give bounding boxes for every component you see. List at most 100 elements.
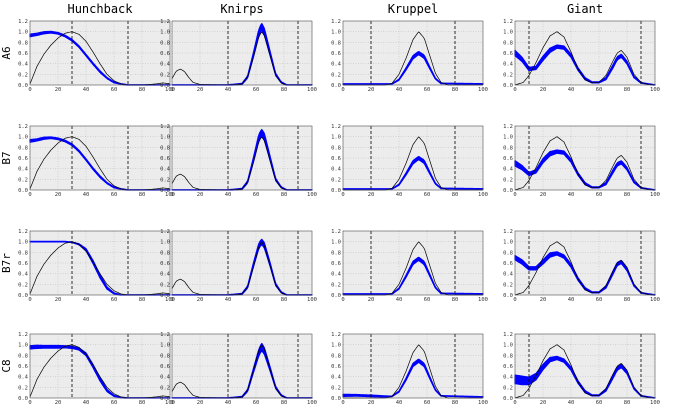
x-tick-label: 0 (28, 87, 31, 93)
y-tick-label: 0.6 (18, 51, 28, 57)
x-tick-label: 0 (341, 192, 344, 198)
y-tick-label: 0.2 (18, 177, 28, 183)
y-tick-label: 0.0 (503, 83, 513, 89)
x-tick-label: 20 (368, 297, 375, 303)
panel-frame (29, 230, 171, 296)
y-tick-label: 1.0 (331, 135, 341, 141)
y-tick-label: 0.2 (18, 282, 28, 288)
y-tick-label: 0.2 (18, 385, 28, 391)
y-tick-label: 0.8 (503, 145, 513, 151)
y-tick-label: 0.2 (503, 282, 513, 288)
panel-frame (171, 125, 313, 191)
x-tick-label: 100 (307, 87, 317, 93)
y-tick-label: 0.2 (331, 72, 341, 78)
x-tick-label: 20 (540, 192, 547, 198)
x-tick-label: 40 (396, 400, 403, 406)
y-tick-label: 0.6 (331, 364, 341, 370)
x-tick-label: 100 (307, 297, 317, 303)
x-tick-label: 80 (624, 192, 631, 198)
y-tick-label: 0.4 (331, 272, 342, 278)
x-tick-label: 60 (424, 192, 431, 198)
y-tick-label: 0.6 (503, 364, 513, 370)
x-tick-label: 20 (540, 87, 547, 93)
x-tick-label: 80 (281, 297, 288, 303)
y-tick-label: 0.4 (18, 272, 29, 278)
x-tick-label: 60 (596, 87, 603, 93)
x-tick-label: 60 (424, 297, 431, 303)
y-tick-label: 1.0 (160, 240, 170, 246)
panel-b7r-giant: 0 20 40 60 80 100 0.0 0.2 0.4 0.6 0.8 1.0 1.2 (503, 229, 660, 303)
y-tick-label: 1.0 (503, 240, 513, 246)
y-tick-label: 0.6 (331, 261, 341, 267)
x-tick-label: 20 (197, 192, 204, 198)
reference-curve (29, 136, 171, 191)
x-tick-label: 100 (165, 192, 175, 198)
y-tick-label: 0.8 (160, 145, 170, 151)
row-label: A6 (0, 46, 13, 59)
x-tick-label: 80 (139, 297, 146, 303)
panel-b7r-kruppel: 0 20 40 60 80 100 0.0 0.2 0.4 0.6 0.8 1.0 1.2 (331, 229, 488, 303)
y-tick-label: 1.2 (160, 332, 170, 338)
x-tick-label: 40 (83, 87, 90, 93)
y-tick-label: 1.0 (18, 240, 28, 246)
x-tick-label: 60 (596, 192, 603, 198)
x-tick-label: 20 (197, 400, 204, 406)
y-tick-label: 1.2 (503, 124, 513, 130)
y-tick-label: 1.0 (503, 343, 513, 349)
panel-b7-kruppel: 0 20 40 60 80 100 0.0 0.2 0.4 0.6 0.8 1.0 1.2 (331, 124, 488, 198)
y-tick-label: 0.0 (331, 396, 341, 402)
y-tick-label: 0.0 (18, 293, 28, 299)
y-tick-label: 0.4 (160, 375, 171, 381)
x-tick-label: 80 (452, 297, 459, 303)
x-tick-label: 100 (650, 192, 660, 198)
x-tick-label: 0 (28, 297, 31, 303)
panel-frame (29, 333, 171, 399)
x-tick-label: 80 (452, 192, 459, 198)
y-tick-label: 0.8 (18, 40, 28, 46)
x-tick-label: 40 (83, 400, 90, 406)
x-tick-label: 80 (624, 297, 631, 303)
x-tick-label: 100 (478, 192, 488, 198)
row-label: B7r (0, 253, 13, 273)
y-tick-label: 1.2 (503, 332, 513, 338)
y-tick-label: 0.6 (160, 156, 170, 162)
y-tick-label: 0.4 (160, 272, 171, 278)
x-tick-label: 20 (368, 192, 375, 198)
x-tick-label: 0 (341, 87, 344, 93)
y-tick-label: 0.4 (503, 167, 514, 173)
panel-frame (342, 230, 484, 296)
x-tick-label: 80 (452, 87, 459, 93)
y-tick-label: 0.0 (503, 188, 513, 194)
reference-curve (29, 31, 171, 86)
y-tick-label: 0.0 (160, 188, 170, 194)
x-tick-label: 60 (111, 192, 118, 198)
x-tick-label: 100 (165, 297, 175, 303)
y-tick-label: 0.6 (331, 51, 341, 57)
y-tick-label: 1.2 (331, 332, 341, 338)
y-tick-label: 0.8 (331, 250, 341, 256)
x-tick-label: 60 (111, 400, 118, 406)
y-tick-label: 1.2 (160, 229, 170, 235)
x-tick-label: 80 (281, 192, 288, 198)
x-tick-label: 0 (513, 192, 516, 198)
x-tick-label: 60 (111, 297, 118, 303)
y-tick-label: 1.2 (18, 332, 28, 338)
y-tick-label: 0.4 (18, 375, 29, 381)
x-tick-label: 20 (368, 400, 375, 406)
x-tick-label: 80 (139, 400, 146, 406)
x-tick-label: 0 (170, 400, 173, 406)
y-tick-label: 0.6 (503, 156, 513, 162)
y-tick-label: 0.6 (18, 261, 28, 267)
column-title: Knirps (220, 2, 263, 16)
x-tick-label: 40 (225, 400, 232, 406)
panel-frame (514, 333, 656, 399)
y-tick-label: 0.2 (503, 72, 513, 78)
x-tick-label: 40 (568, 192, 575, 198)
x-tick-label: 40 (83, 192, 90, 198)
y-tick-label: 1.2 (331, 229, 341, 235)
y-tick-label: 0.8 (160, 250, 170, 256)
x-tick-label: 40 (83, 297, 90, 303)
y-tick-label: 0.0 (331, 83, 341, 89)
